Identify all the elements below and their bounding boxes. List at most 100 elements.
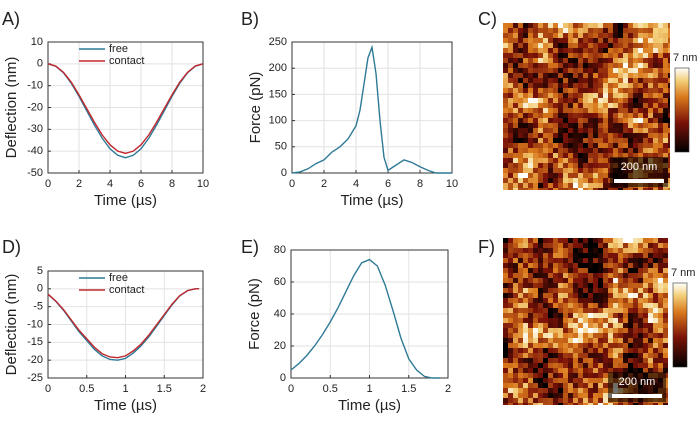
afm-pixel [598,58,603,63]
afm-pixel [603,73,608,78]
afm-pixel [573,183,578,188]
afm-pixel [623,78,628,83]
afm-pixel [518,133,523,138]
afm-pixel [583,38,588,43]
afm-pixel [558,73,563,78]
y-tick-label: 5 [37,265,43,277]
afm-pixel [653,318,658,323]
y-tick-label: 200 [269,62,287,74]
afm-pixel [643,323,648,328]
afm-pixel [593,168,598,173]
afm-pixel [523,403,528,405]
afm-pixel [643,188,648,190]
afm-pixel [593,63,598,68]
afm-pixel [563,353,568,358]
afm-pixel [598,93,603,98]
afm-pixel [508,123,513,128]
afm-pixel [628,313,633,318]
afm-pixel [573,328,578,333]
afm-pixel [583,263,588,268]
afm-pixel [503,358,508,363]
afm-pixel [548,43,553,48]
afm-pixel [578,353,583,358]
afm-pixel [608,38,613,43]
afm-pixel [543,168,548,173]
afm-pixel [603,163,608,168]
afm-pixel [528,293,533,298]
afm-pixel [658,133,663,138]
afm-pixel [518,348,523,353]
afm-pixel [608,358,613,363]
afm-pixel [648,278,653,283]
afm-pixel [638,88,643,93]
afm-pixel [598,313,603,318]
afm-pixel [508,373,513,378]
afm-pixel [608,318,613,323]
afm-pixel [558,363,563,368]
afm-pixel [603,348,608,353]
afm-pixel [643,363,648,368]
afm-pixel [608,328,613,333]
afm-pixel [593,188,598,190]
afm-pixel [643,298,648,303]
afm-pixel [588,333,593,338]
afm-pixel [523,103,528,108]
afm-pixel [653,348,658,353]
afm-pixel [523,368,528,373]
afm-pixel [558,273,563,278]
afm-pixel [618,298,623,303]
afm-pixel [593,38,598,43]
afm-pixel [618,33,623,38]
x-tick-label: 8 [169,178,175,190]
afm-pixel [613,148,618,153]
afm-pixel [633,308,638,313]
afm-pixel [653,283,658,288]
afm-pixel [528,128,533,133]
afm-pixel [503,38,508,43]
afm-pixel [663,43,668,48]
afm-pixel [593,238,598,243]
afm-pixel [643,88,648,93]
afm-pixel [648,123,653,128]
afm-pixel [558,148,563,153]
afm-pixel [523,378,528,383]
afm-pixel [588,188,593,190]
afm-pixel [568,83,573,88]
afm-pixel [658,73,663,78]
afm-pixel [653,58,658,63]
afm-pixel [558,318,563,323]
afm-pixel [653,38,658,43]
afm-pixel [648,333,653,338]
afm-pixel [508,133,513,138]
afm-pixel [563,108,568,113]
afm-pixel [533,333,538,338]
afm-pixel [533,98,538,103]
afm-pixel [628,278,633,283]
afm-pixel [533,338,538,343]
afm-pixel [568,253,573,258]
afm-pixel [563,53,568,58]
afm-pixel [623,83,628,88]
afm-pixel [643,258,648,263]
afm-pixel [663,103,668,108]
afm-pixel [553,283,558,288]
afm-pixel [623,128,628,133]
afm-pixel [578,88,583,93]
afm-pixel [523,308,528,313]
afm-pixel [563,293,568,298]
afm-pixel [578,28,583,33]
afm-pixel [513,158,518,163]
afm-pixel [533,163,538,168]
afm-pixel [538,158,543,163]
afm-pixel [538,403,543,405]
afm-pixel [538,58,543,63]
afm-pixel [598,393,603,398]
afm-pixel [573,48,578,53]
afm-pixel [513,68,518,73]
afm-pixel [523,83,528,88]
afm-pixel [618,343,623,348]
afm-pixel [538,358,543,363]
afm-pixel [638,118,643,123]
afm-pixel [503,53,508,58]
afm-pixel [538,73,543,78]
